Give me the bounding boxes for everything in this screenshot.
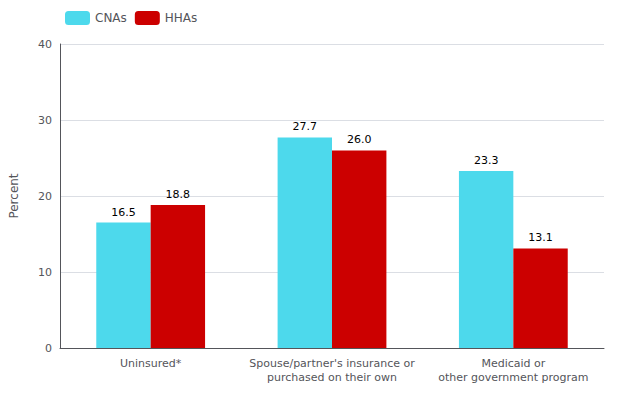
svg-text:Uninsured*: Uninsured* [120, 357, 182, 370]
svg-text:10: 10 [38, 266, 52, 279]
svg-text:HHAs: HHAs [165, 11, 198, 25]
svg-text:27.7: 27.7 [293, 120, 318, 133]
svg-text:40: 40 [38, 38, 52, 51]
svg-text:Percent: Percent [7, 173, 21, 218]
svg-text:purchased on their own: purchased on their own [267, 371, 397, 384]
svg-text:18.8: 18.8 [166, 188, 191, 201]
svg-text:Spouse/partner's insurance or: Spouse/partner's insurance or [249, 357, 415, 370]
svg-text:other government program: other government program [438, 371, 588, 384]
svg-text:16.5: 16.5 [111, 206, 136, 219]
svg-text:13.1: 13.1 [528, 231, 553, 244]
svg-text:20: 20 [38, 190, 52, 203]
svg-text:26.0: 26.0 [347, 133, 372, 146]
svg-text:0: 0 [45, 342, 52, 355]
svg-text:30: 30 [38, 114, 52, 127]
svg-text:Medicaid or: Medicaid or [481, 357, 545, 370]
svg-text:CNAs: CNAs [95, 11, 127, 25]
svg-text:23.3: 23.3 [474, 154, 499, 167]
